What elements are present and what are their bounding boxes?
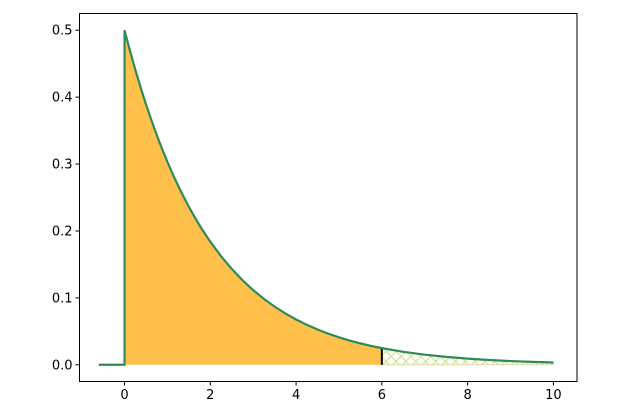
x-tick-label-2: 2 (206, 388, 214, 403)
y-tick-label-0.3: 0.3 (52, 158, 73, 173)
shaded-area-0-6 (124, 30, 382, 365)
y-tick-label-0.0: 0.0 (52, 358, 73, 373)
x-tick-label-6: 6 (378, 388, 386, 403)
x-tick-label-4: 4 (292, 388, 300, 403)
y-tick-label-0.1: 0.1 (52, 291, 73, 306)
density-curve (98, 29, 554, 366)
y-tick-label-0.2: 0.2 (52, 224, 73, 239)
x-tick-label-8: 8 (463, 388, 471, 403)
y-tick-label-0.5: 0.5 (52, 24, 73, 39)
axes-frame (79, 13, 578, 382)
x-tick-label-10: 10 (545, 388, 562, 403)
y-tick-label-0.4: 0.4 (52, 91, 73, 106)
x-tick-label-0: 0 (120, 388, 128, 403)
